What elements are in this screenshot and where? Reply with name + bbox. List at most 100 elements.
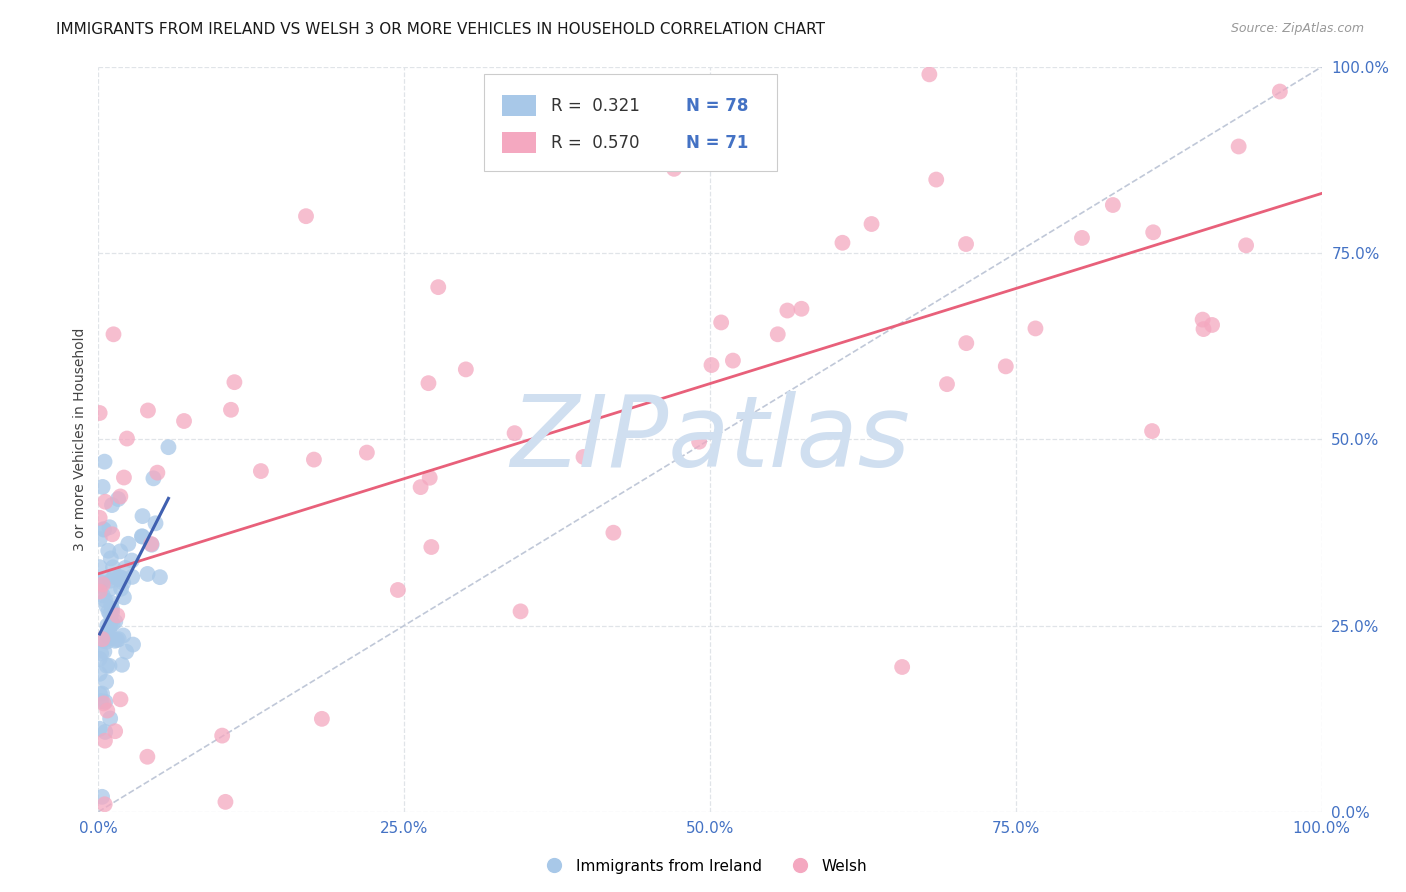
Point [107, 632, 129, 647]
Point [387, 582, 409, 597]
Point [114, 561, 136, 575]
Point [831, 235, 853, 250]
Point [419, 471, 441, 485]
Point [700, 358, 723, 372]
Point [100, 574, 122, 588]
Point [103, 570, 125, 584]
Point [311, 712, 333, 726]
Point [93, 644, 115, 658]
Point [572, 450, 595, 464]
Point [1234, 238, 1257, 252]
Point [100, 596, 122, 610]
Point [101, 601, 124, 615]
Point [111, 657, 134, 672]
Bar [502, 132, 536, 153]
Point [710, 315, 733, 329]
Point [136, 403, 159, 417]
Point [110, 544, 132, 558]
Point [117, 537, 139, 551]
Point [89, 406, 111, 420]
Point [219, 402, 242, 417]
Point [89, 666, 111, 681]
Point [1191, 312, 1213, 326]
Point [91, 577, 114, 591]
Point [93, 572, 115, 586]
Point [295, 209, 318, 223]
Point [101, 606, 124, 620]
Point [146, 466, 169, 480]
Point [91, 789, 114, 804]
Point [955, 237, 977, 252]
Point [93, 455, 115, 469]
Point [214, 795, 236, 809]
Point [157, 440, 180, 454]
Point [925, 172, 948, 186]
Point [103, 327, 125, 342]
Point [356, 445, 378, 459]
Point [141, 538, 163, 552]
Point [104, 724, 127, 739]
Point [136, 749, 159, 764]
Point [97, 604, 120, 618]
Point [110, 582, 132, 596]
Point [91, 588, 114, 602]
Point [662, 161, 685, 176]
Point [891, 660, 914, 674]
Point [101, 498, 124, 512]
Point [790, 301, 813, 316]
Point [1102, 198, 1125, 212]
Point [409, 480, 432, 494]
Point [97, 629, 120, 643]
Point [776, 303, 799, 318]
Point [96, 658, 118, 673]
Point [224, 375, 246, 389]
Point [97, 631, 120, 645]
Point [91, 687, 114, 701]
Point [97, 543, 120, 558]
Point [1071, 231, 1094, 245]
Point [302, 452, 325, 467]
Point [98, 623, 121, 637]
Point [98, 607, 121, 621]
Point [131, 529, 153, 543]
Point [108, 570, 131, 584]
Point [94, 674, 117, 689]
Point [94, 593, 117, 607]
Point [721, 353, 744, 368]
Text: IMMIGRANTS FROM IRELAND VS WELSH 3 OR MORE VEHICLES IN HOUSEHOLD CORRELATION CHA: IMMIGRANTS FROM IRELAND VS WELSH 3 OR MO… [56, 22, 825, 37]
Point [96, 599, 118, 613]
Point [101, 560, 124, 574]
Point [98, 631, 121, 645]
Point [115, 645, 138, 659]
Point [98, 582, 121, 596]
Point [1268, 85, 1291, 99]
Point [688, 434, 710, 449]
Point [1192, 322, 1215, 336]
Point [420, 540, 443, 554]
Point [107, 491, 129, 506]
Point [89, 687, 111, 701]
Point [1140, 424, 1163, 438]
Point [115, 432, 138, 446]
Point [112, 575, 135, 590]
Point [89, 579, 111, 593]
Point [93, 797, 115, 812]
Point [860, 217, 883, 231]
Point [90, 646, 112, 660]
Point [1024, 321, 1046, 335]
Point [96, 704, 118, 718]
Point [96, 634, 118, 648]
Point [100, 551, 122, 566]
Point [98, 520, 121, 534]
Point [94, 733, 117, 747]
Point [427, 280, 450, 294]
Point [766, 327, 789, 342]
Point [93, 523, 115, 537]
Point [141, 537, 163, 551]
Point [112, 628, 135, 642]
Point [509, 604, 531, 618]
Point [98, 658, 121, 673]
Point [94, 494, 117, 508]
Point [89, 584, 111, 599]
Point [994, 359, 1017, 374]
